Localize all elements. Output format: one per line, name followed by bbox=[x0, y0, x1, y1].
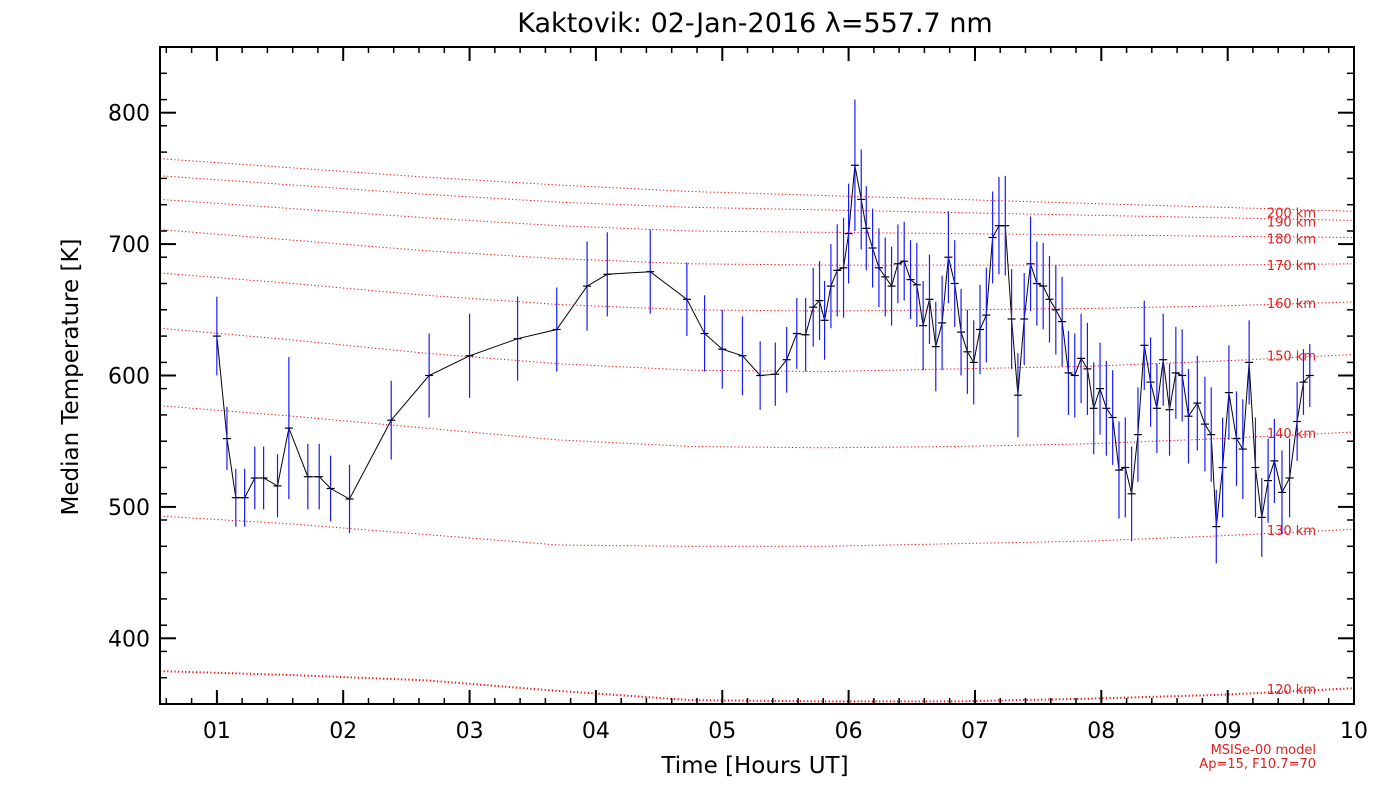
x-tick-label: 04 bbox=[582, 719, 610, 744]
model-line-160-km bbox=[159, 272, 1355, 312]
y-tick-label: 400 bbox=[108, 627, 150, 652]
x-tick-label: 01 bbox=[203, 719, 231, 744]
model-line-180-km bbox=[159, 198, 1355, 238]
chart-title: Kaktovik: 02-Jan-2016 λ=557.7 nm bbox=[517, 8, 992, 39]
model-line-140-km bbox=[159, 405, 1355, 449]
x-tick-label: 05 bbox=[708, 719, 736, 744]
model-line-label: 150 km bbox=[1267, 350, 1316, 365]
x-tick-label: 03 bbox=[456, 719, 484, 744]
y-tick-label: 800 bbox=[108, 102, 150, 127]
model-line-200-km bbox=[159, 158, 1355, 212]
model-line-label: 160 km bbox=[1267, 297, 1316, 312]
model-line-label: 180 km bbox=[1267, 233, 1316, 248]
model-line-label: 200 km bbox=[1267, 206, 1316, 221]
axes: 01 02 03 04 05 06 07 08 09 10 400 500 600 700 800 bbox=[108, 46, 1368, 744]
model-line-label: 190 km bbox=[1267, 215, 1316, 230]
y-tick-label: 600 bbox=[108, 365, 150, 390]
model-line-120-km bbox=[159, 670, 1355, 703]
x-tick-label: 07 bbox=[961, 719, 989, 744]
y-tick-label: 700 bbox=[108, 233, 150, 258]
x-tick-label: 10 bbox=[1340, 719, 1368, 744]
model-line-130-km bbox=[159, 515, 1355, 547]
x-tick-label: 02 bbox=[329, 719, 357, 744]
series-line bbox=[216, 165, 1311, 527]
x-tick-label: 06 bbox=[835, 719, 863, 744]
model-line-label: 140 km bbox=[1267, 427, 1316, 442]
model-note-line-1: MSISe-00 model bbox=[1211, 743, 1316, 758]
x-tick-label: 08 bbox=[1087, 719, 1115, 744]
model-lines: 120 km 130 km 140 km 150 km 160 km 170 km 180 … bbox=[159, 158, 1355, 703]
model-note-line-2: Ap=15, F10.7=70 bbox=[1199, 757, 1316, 772]
model-line-label: 120 km bbox=[1267, 683, 1316, 698]
model-line-150-km bbox=[159, 327, 1355, 373]
model-line-label: 130 km bbox=[1267, 524, 1316, 539]
y-axis-label: Median Temperature [K] bbox=[58, 239, 84, 516]
model-line-label: 170 km bbox=[1267, 259, 1316, 274]
data-series bbox=[212, 99, 1314, 564]
y-tick-label: 500 bbox=[108, 496, 150, 521]
model-line-170-km bbox=[159, 229, 1355, 266]
x-tick-label: 09 bbox=[1214, 719, 1242, 744]
model-line-190-km bbox=[159, 175, 1355, 221]
x-axis-label: Time [Hours UT] bbox=[660, 753, 848, 779]
